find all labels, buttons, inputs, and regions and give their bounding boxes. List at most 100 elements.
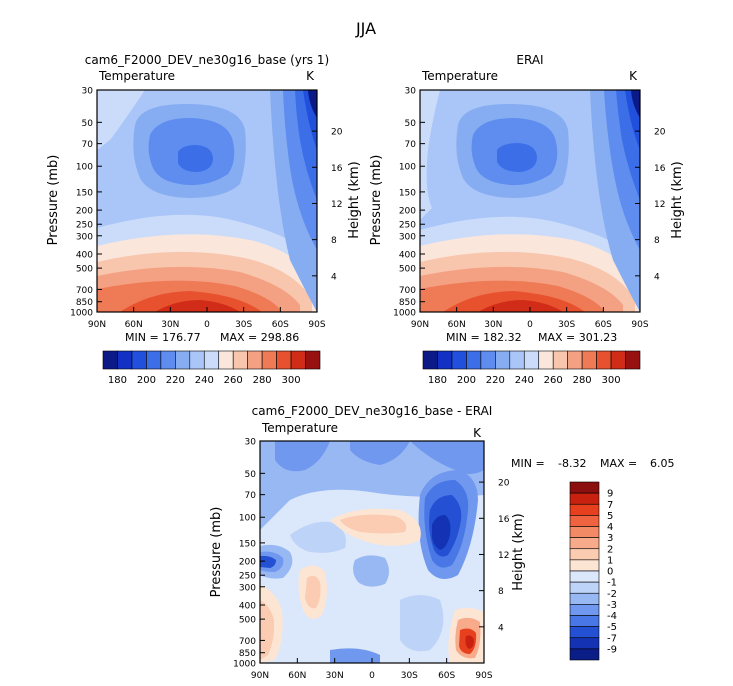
height-tick-label: 4 bbox=[654, 272, 660, 282]
pressure-tick-label: 700 bbox=[239, 637, 256, 647]
height-tick-label: 12 bbox=[331, 200, 342, 210]
colorbar-swatch bbox=[261, 350, 277, 370]
colorbar-label: 3 bbox=[607, 533, 613, 544]
pressure-tick-label: 850 bbox=[239, 649, 256, 659]
lat-tick-label: 0 bbox=[204, 320, 210, 330]
colorbar-swatch bbox=[117, 350, 133, 370]
colorbar-swatch bbox=[131, 350, 147, 370]
panel-model-field bbox=[97, 90, 317, 312]
height-tick-label: 20 bbox=[498, 479, 510, 489]
colorbar-label: -3 bbox=[607, 600, 617, 611]
lat-tick-label: 30N bbox=[161, 320, 179, 330]
panel-obs: ERAI Temperature K 305070100150200250300… bbox=[369, 53, 685, 386]
pressure-tick-label: 1000 bbox=[233, 660, 256, 670]
pressure-tick-label: 30 bbox=[245, 438, 257, 448]
panel-obs-ticks: 3050701001502002503004005007008501000481… bbox=[393, 87, 666, 331]
colorbar-swatch bbox=[569, 637, 600, 650]
panel-model-ylabel-right: Height (km) bbox=[347, 161, 362, 238]
panel-obs-ylabel: Pressure (mb) bbox=[369, 155, 384, 246]
panel-diff-variable: Temperature bbox=[261, 421, 338, 435]
panel-obs-min: MIN = 182.32 bbox=[446, 331, 522, 344]
colorbar-label: 280 bbox=[253, 375, 272, 386]
panel-obs-max: MAX = 301.23 bbox=[538, 331, 617, 344]
colorbar-swatch bbox=[569, 581, 600, 594]
colorbar-swatch bbox=[569, 481, 600, 494]
colorbar-swatch bbox=[596, 350, 612, 370]
colorbar-label: 300 bbox=[602, 375, 621, 386]
colorbar-swatch bbox=[422, 350, 438, 370]
colorbar-swatch bbox=[569, 604, 600, 616]
colorbar-swatch bbox=[203, 350, 220, 370]
colorbar-swatch bbox=[218, 350, 234, 370]
colorbar-label: 240 bbox=[195, 375, 214, 386]
lat-tick-label: 0 bbox=[369, 671, 375, 681]
colorbar-swatch bbox=[160, 350, 176, 370]
pressure-tick-label: 70 bbox=[405, 140, 417, 150]
pressure-tick-label: 200 bbox=[239, 558, 256, 568]
lat-tick-label: 30S bbox=[235, 320, 252, 330]
colorbar-swatch bbox=[569, 537, 600, 550]
height-tick-label: 12 bbox=[654, 200, 665, 210]
height-tick-label: 16 bbox=[331, 164, 343, 174]
lat-tick-label: 90N bbox=[411, 320, 429, 330]
pressure-tick-label: 50 bbox=[245, 470, 257, 480]
height-tick-label: 8 bbox=[654, 236, 660, 246]
panel-diff-max-value: 6.05 bbox=[650, 457, 675, 470]
colorbar-swatch bbox=[175, 350, 191, 370]
colorbar-swatch bbox=[189, 350, 205, 370]
colorbar-swatch bbox=[538, 350, 554, 370]
panel-model-variable: Temperature bbox=[98, 69, 175, 83]
colorbar-swatch bbox=[569, 626, 600, 639]
panel-model-ylabel: Pressure (mb) bbox=[46, 155, 61, 246]
panel-diff-title: cam6_F2000_DEV_ne30g16_base - ERAI bbox=[252, 404, 493, 418]
colorbar-swatch bbox=[581, 350, 597, 370]
lat-tick-label: 30N bbox=[484, 320, 502, 330]
pressure-tick-label: 250 bbox=[239, 572, 256, 582]
panel-obs-title: ERAI bbox=[516, 53, 543, 67]
panel-model-title: cam6_F2000_DEV_ne30g16_base (yrs 1) bbox=[85, 53, 329, 67]
panel-diff-field bbox=[260, 441, 484, 663]
colorbar-swatch bbox=[146, 350, 162, 370]
colorbar-swatch bbox=[305, 350, 321, 370]
colorbar-swatch bbox=[567, 350, 583, 370]
colorbar-swatch bbox=[610, 350, 626, 370]
height-tick-label: 4 bbox=[498, 623, 504, 633]
panel-diff-ylabel: Pressure (mb) bbox=[209, 507, 224, 598]
panel-diff-min-value: -8.32 bbox=[558, 457, 586, 470]
colorbar-label: 2 bbox=[607, 544, 613, 555]
height-tick-label: 8 bbox=[498, 587, 504, 597]
colorbar-swatch bbox=[569, 592, 600, 605]
panel-obs-ylabel-right: Height (km) bbox=[670, 161, 685, 238]
height-tick-label: 4 bbox=[331, 272, 337, 282]
lat-tick-label: 60S bbox=[272, 320, 289, 330]
pressure-tick-label: 30 bbox=[82, 87, 94, 97]
colorbar-label: -9 bbox=[607, 644, 617, 655]
colorbar-label: 5 bbox=[607, 511, 613, 522]
panel-model-max: MAX = 298.86 bbox=[220, 331, 299, 344]
pressure-tick-label: 100 bbox=[239, 514, 256, 524]
colorbar-swatch bbox=[102, 350, 118, 370]
lat-tick-label: 60S bbox=[438, 671, 455, 681]
pressure-tick-label: 400 bbox=[399, 250, 416, 260]
height-tick-label: 12 bbox=[498, 551, 509, 561]
pressure-tick-label: 700 bbox=[399, 286, 416, 296]
lat-tick-label: 90S bbox=[631, 320, 648, 330]
colorbar-swatch bbox=[247, 350, 263, 370]
lat-tick-label: 90N bbox=[88, 320, 106, 330]
panel-obs-field bbox=[420, 90, 640, 312]
colorbar-label: 300 bbox=[282, 375, 301, 386]
pressure-tick-label: 300 bbox=[76, 232, 93, 242]
colorbar-swatch bbox=[523, 350, 540, 370]
colorbar-swatch bbox=[437, 350, 453, 370]
panel-diff-units: K bbox=[473, 426, 482, 440]
pressure-tick-label: 500 bbox=[76, 265, 93, 275]
colorbar-swatch bbox=[569, 648, 600, 661]
colorbar-swatch bbox=[495, 350, 511, 370]
pressure-tick-label: 700 bbox=[76, 286, 93, 296]
colorbar-label: -7 bbox=[607, 633, 617, 644]
colorbar-label: 200 bbox=[457, 375, 476, 386]
pressure-tick-label: 400 bbox=[239, 601, 256, 611]
panel-model-units: K bbox=[306, 69, 315, 83]
panel-diff-max-label: MAX = bbox=[600, 457, 637, 470]
pressure-tick-label: 150 bbox=[399, 188, 416, 198]
